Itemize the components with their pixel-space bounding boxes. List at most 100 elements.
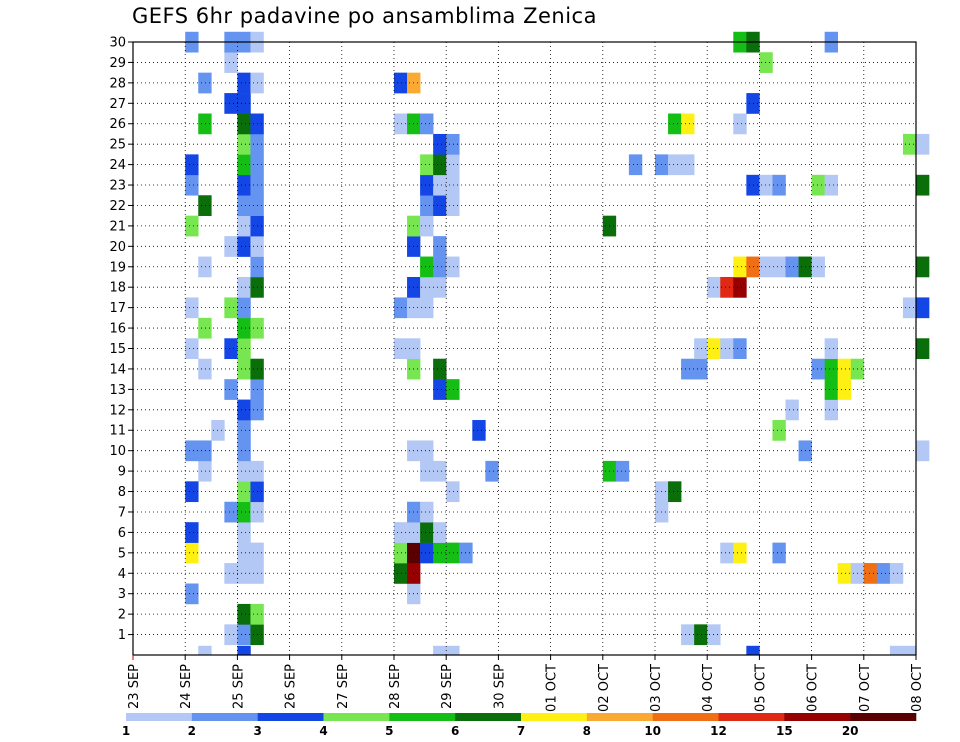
- heatmap-cell: [668, 154, 682, 176]
- heatmap-cell: [811, 358, 825, 380]
- heatmap-cell: [772, 174, 786, 196]
- heatmap-cell: [694, 624, 708, 646]
- heatmap-cell: [433, 542, 447, 564]
- heatmap-cell: [824, 174, 838, 196]
- heatmap-cell: [668, 481, 682, 503]
- heatmap-cell: [446, 256, 460, 278]
- colorbar-swatch: [455, 713, 522, 721]
- heatmap-cell: [746, 645, 760, 656]
- heatmap-cell: [420, 440, 434, 462]
- heatmap-cell: [433, 460, 447, 482]
- x-tick-label: 04 OCT: [701, 664, 716, 712]
- heatmap-cell: [420, 297, 434, 319]
- heatmap-cell: [185, 215, 199, 237]
- heatmap-cell: [237, 297, 251, 319]
- x-tick-label: 29 SEP: [440, 664, 455, 709]
- x-tick-label: 25 SEP: [231, 664, 246, 709]
- colorbar-label: 7: [517, 724, 525, 738]
- y-tick-label: 18: [109, 281, 126, 296]
- y-tick-label: 4: [118, 567, 126, 582]
- heatmap-cell: [224, 501, 238, 523]
- x-tick-label: 24 SEP: [179, 664, 194, 709]
- y-tick-label: 20: [109, 240, 126, 255]
- heatmap-cell: [198, 440, 212, 462]
- heatmap-cell: [237, 460, 251, 482]
- heatmap-cell: [615, 460, 630, 482]
- heatmap-cell: [394, 297, 408, 319]
- heatmap-cell: [237, 93, 251, 114]
- y-tick-label: 12: [109, 403, 126, 418]
- heatmap-cell: [237, 72, 251, 94]
- heatmap-cell: [876, 563, 891, 584]
- y-tick-label: 28: [109, 76, 126, 91]
- heatmap-cell: [237, 154, 251, 176]
- y-tick-label: 6: [118, 526, 126, 541]
- colorbar-label: 15: [776, 724, 793, 738]
- heatmap-cell: [394, 72, 408, 94]
- heatmap-cell: [185, 542, 199, 564]
- y-tick-label: 2: [118, 608, 126, 623]
- heatmap-cell: [759, 174, 773, 196]
- y-tick-label: 19: [109, 260, 126, 275]
- heatmap-cell: [237, 481, 251, 503]
- heatmap-cell: [446, 154, 460, 176]
- heatmap-cell: [224, 379, 238, 400]
- colorbar-swatch: [784, 713, 851, 721]
- colorbar-label: 10: [644, 724, 661, 738]
- heatmap-cell: [433, 276, 447, 298]
- heatmap-cell: [420, 256, 434, 278]
- y-tick-label: 7: [118, 505, 126, 520]
- heatmap-cell: [824, 338, 838, 360]
- heatmap-cell: [837, 379, 852, 400]
- cell-layer: [185, 31, 930, 656]
- heatmap-cell: [237, 522, 251, 543]
- heatmap-cell: [772, 420, 786, 441]
- y-tick-label: 30: [109, 36, 126, 51]
- x-tick-label: 23 SEP: [127, 664, 142, 709]
- heatmap-cell: [485, 460, 499, 482]
- heatmap-cell: [198, 72, 212, 94]
- heatmap-cell: [916, 440, 930, 462]
- heatmap-cell: [237, 338, 251, 360]
- x-tick-label: 07 OCT: [858, 664, 873, 712]
- x-axis: 23 SEP 24 SEP 25 SEP 26 SEP 27 SEP 28 SEP 29 S…: [127, 655, 925, 712]
- heatmap-cell: [198, 460, 212, 482]
- colorbar: 1 2 3 4 5 6 7 8 10 12 15 20: [122, 713, 917, 738]
- heatmap-cell: [759, 256, 773, 278]
- heatmap-cell: [185, 174, 199, 196]
- heatmap-cell: [237, 542, 251, 564]
- heatmap-cell: [185, 522, 199, 543]
- heatmap-cell: [733, 256, 747, 278]
- colorbar-label: 3: [253, 724, 261, 738]
- y-tick-label: 25: [109, 138, 126, 153]
- heatmap-cell: [237, 399, 251, 421]
- heatmap-cell: [916, 297, 930, 319]
- heatmap-cell: [433, 133, 447, 155]
- heatmap-cell: [916, 133, 930, 155]
- heatmap-cell: [420, 215, 434, 237]
- heatmap-cell: [198, 645, 212, 656]
- colorbar-label: 5: [385, 724, 393, 738]
- heatmap-cell: [185, 440, 199, 462]
- heatmap-cell: [446, 174, 460, 196]
- heatmap-cell: [824, 399, 838, 421]
- heatmap-cell: [720, 276, 734, 298]
- y-tick-label: 15: [109, 342, 126, 357]
- heatmap-cell: [446, 195, 460, 216]
- colorbar-swatch: [521, 713, 588, 721]
- y-axis: 1234567891011121314151617181920212223242…: [109, 36, 133, 643]
- heatmap-cell: [720, 542, 734, 564]
- colorbar-swatch: [389, 713, 456, 721]
- y-tick-label: 26: [109, 117, 126, 132]
- y-tick-label: 29: [109, 56, 126, 71]
- heatmap-cell: [811, 174, 825, 196]
- y-tick-label: 9: [118, 465, 126, 480]
- heatmap-cell: [916, 174, 930, 196]
- y-tick-label: 27: [109, 97, 126, 112]
- heatmap-cell: [185, 154, 199, 176]
- x-tick-label: 02 OCT: [597, 664, 612, 712]
- heatmap-cell: [433, 195, 447, 216]
- heatmap-cell: [224, 624, 238, 646]
- heatmap-cell: [237, 215, 251, 237]
- heatmap-cell: [824, 358, 838, 380]
